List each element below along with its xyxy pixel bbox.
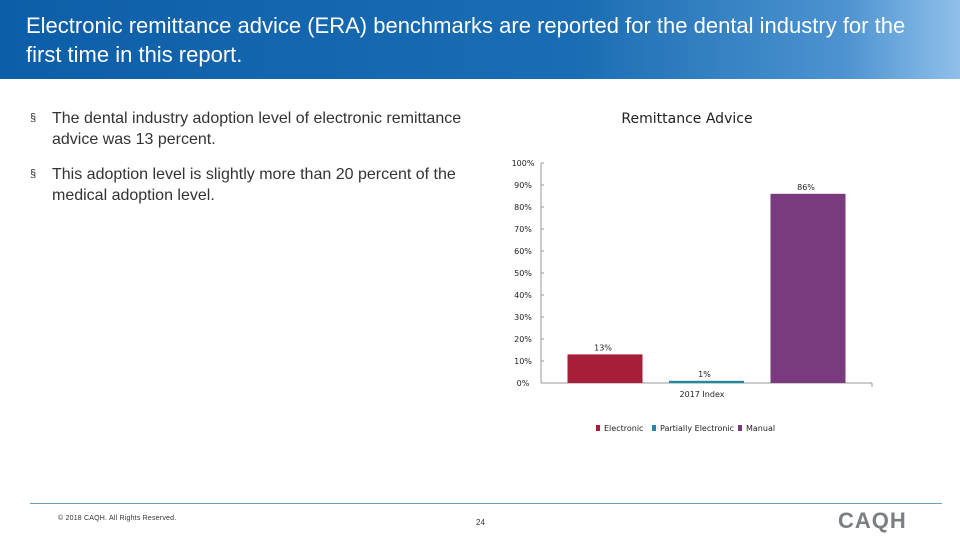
bar-partially-electronic — [669, 380, 744, 383]
y-tick-label: 80% — [514, 203, 532, 212]
y-tick-label: 0% — [517, 379, 530, 388]
bullet-list: § The dental industry adoption level of … — [30, 108, 470, 220]
x-category-label: 2017 Index — [680, 390, 725, 399]
footer-divider — [30, 503, 942, 504]
y-tick-label: 50% — [514, 269, 532, 278]
data-label: 13% — [594, 343, 612, 352]
chart-title: Remittance Advice — [621, 111, 752, 127]
page-number: 24 — [476, 518, 485, 527]
bar-electronic — [567, 354, 643, 383]
data-label: 1% — [698, 370, 711, 379]
y-tick-label: 20% — [514, 335, 532, 344]
y-tick-label: 40% — [514, 291, 532, 300]
caqh-logo: CAQH — [838, 508, 907, 533]
y-tick-label: 10% — [514, 357, 532, 366]
y-tick-label: 70% — [514, 225, 532, 234]
bullet-text: This adoption level is slightly more tha… — [52, 166, 456, 204]
bullet-marker-icon: § — [30, 112, 37, 124]
y-tick-label: 60% — [514, 247, 532, 256]
legend-swatch — [738, 425, 742, 431]
bullet-text: The dental industry adoption level of el… — [52, 110, 462, 148]
legend-swatch — [596, 425, 600, 431]
bullet-marker-icon: § — [30, 168, 37, 180]
legend-entry: Manual — [746, 424, 775, 433]
slide-title: Electronic remittance advice (ERA) bench… — [26, 13, 906, 67]
remittance-advice-chart: Remittance Advice 0% 10% 20% 30% 40% 50% 60% 70%… — [512, 111, 873, 433]
y-tick-label: 30% — [514, 313, 532, 322]
bullet-item: § The dental industry adoption level of … — [30, 108, 470, 150]
bullet-item: § This adoption level is slightly more t… — [30, 164, 470, 206]
y-tick-label: 100% — [512, 159, 535, 168]
legend-swatch — [652, 425, 656, 431]
y-tick-label: 90% — [514, 181, 532, 190]
copyright-text: © 2018 CAQH. All Rights Reserved. — [58, 515, 177, 522]
legend-entry: Electronic — [604, 424, 643, 433]
header-banner: Electronic remittance advice (ERA) bench… — [0, 0, 960, 79]
legend-entry: Partially Electronic — [660, 424, 734, 433]
bar-manual — [770, 193, 846, 383]
data-label: 86% — [797, 183, 815, 192]
